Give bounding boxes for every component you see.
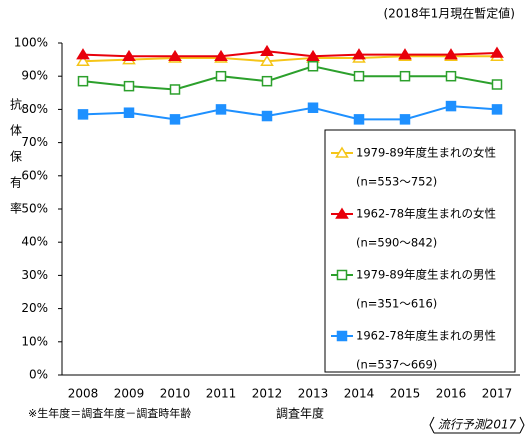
legend-label: 1979-89年度生まれの男性 xyxy=(356,268,496,282)
y-axis-title: 抗体保有率 xyxy=(9,97,23,228)
legend-n: (n=351～616) xyxy=(356,297,437,311)
y-tick-label: 100% xyxy=(14,36,48,50)
x-tick-label: 2011 xyxy=(206,387,237,401)
data-point xyxy=(76,54,90,67)
data-point xyxy=(123,107,135,118)
y-tick-label: 0% xyxy=(29,368,48,382)
y-tick-label: 20% xyxy=(21,301,48,315)
data-point xyxy=(307,60,319,72)
data-point xyxy=(307,102,319,113)
data-point xyxy=(260,44,274,57)
data-point xyxy=(169,84,181,95)
data-point xyxy=(214,49,228,62)
data-point xyxy=(353,70,365,82)
legend-marker xyxy=(336,269,348,281)
series-line xyxy=(82,65,498,91)
data-point xyxy=(399,114,411,125)
legend-n: (n=537～669) xyxy=(356,358,437,372)
data-point xyxy=(490,46,504,58)
x-tick-label: 2010 xyxy=(160,387,191,401)
data-point xyxy=(445,70,457,82)
x-tick-label: 2016 xyxy=(436,387,467,401)
legend-n: (n=553～752) xyxy=(356,175,437,189)
series-line xyxy=(82,105,498,121)
y-tick-label: 90% xyxy=(21,69,48,83)
data-point xyxy=(444,48,458,60)
data-point xyxy=(77,75,89,87)
y-tick-label: 60% xyxy=(21,168,48,182)
footnote: ※生年度＝調査年度－調査時年齢 xyxy=(28,406,191,420)
data-point xyxy=(122,49,136,62)
legend-n: (n=590～842) xyxy=(356,236,437,250)
series-line xyxy=(82,55,497,63)
legend-marker xyxy=(336,330,348,342)
data-point xyxy=(168,49,182,62)
data-point xyxy=(77,109,89,120)
y-tick-label: 40% xyxy=(21,235,48,249)
data-point xyxy=(123,80,135,92)
x-tick-label: 2013 xyxy=(298,387,329,401)
data-point xyxy=(215,70,227,82)
x-tick-label: 2014 xyxy=(344,387,375,401)
legend-label: 1962-78年度生まれの女性 xyxy=(356,207,496,221)
y-tick-label: 30% xyxy=(21,268,48,282)
data-point xyxy=(169,114,181,125)
legend-label: 1962-78年度生まれの男性 xyxy=(356,329,496,343)
y-tick-label: 80% xyxy=(21,102,48,116)
data-point xyxy=(353,114,365,125)
legend-label: 1979-89年度生まれの女性 xyxy=(356,146,496,160)
y-tick-label: 70% xyxy=(21,135,48,149)
x-tick-label: 2009 xyxy=(114,387,145,401)
legend-box xyxy=(324,129,516,373)
y-tick-label: 10% xyxy=(21,334,48,348)
data-point xyxy=(399,70,411,82)
source: 流行予測2017 xyxy=(438,418,517,432)
data-point xyxy=(491,79,503,90)
data-point xyxy=(261,110,273,122)
series-line xyxy=(82,50,498,58)
data-point xyxy=(352,48,366,60)
legend-marker xyxy=(335,146,349,158)
data-point xyxy=(445,100,457,112)
data-point xyxy=(260,54,274,67)
x-tick-label: 2015 xyxy=(390,387,421,401)
note: (2018年1月現在暫定値) xyxy=(383,6,515,21)
x-tick-label: 2008 xyxy=(68,387,99,401)
data-point xyxy=(76,48,90,60)
source-bracket xyxy=(429,416,525,434)
x-tick-label: 2017 xyxy=(482,387,513,401)
x-axis-title: 調査年度 xyxy=(276,406,324,421)
x-tick-label: 2012 xyxy=(252,387,283,401)
legend-marker xyxy=(335,207,349,219)
data-point xyxy=(215,104,227,115)
data-point xyxy=(306,49,320,62)
y-tick-label: 50% xyxy=(21,202,48,216)
data-point xyxy=(491,104,503,115)
data-point xyxy=(261,75,273,87)
data-point xyxy=(398,48,412,60)
